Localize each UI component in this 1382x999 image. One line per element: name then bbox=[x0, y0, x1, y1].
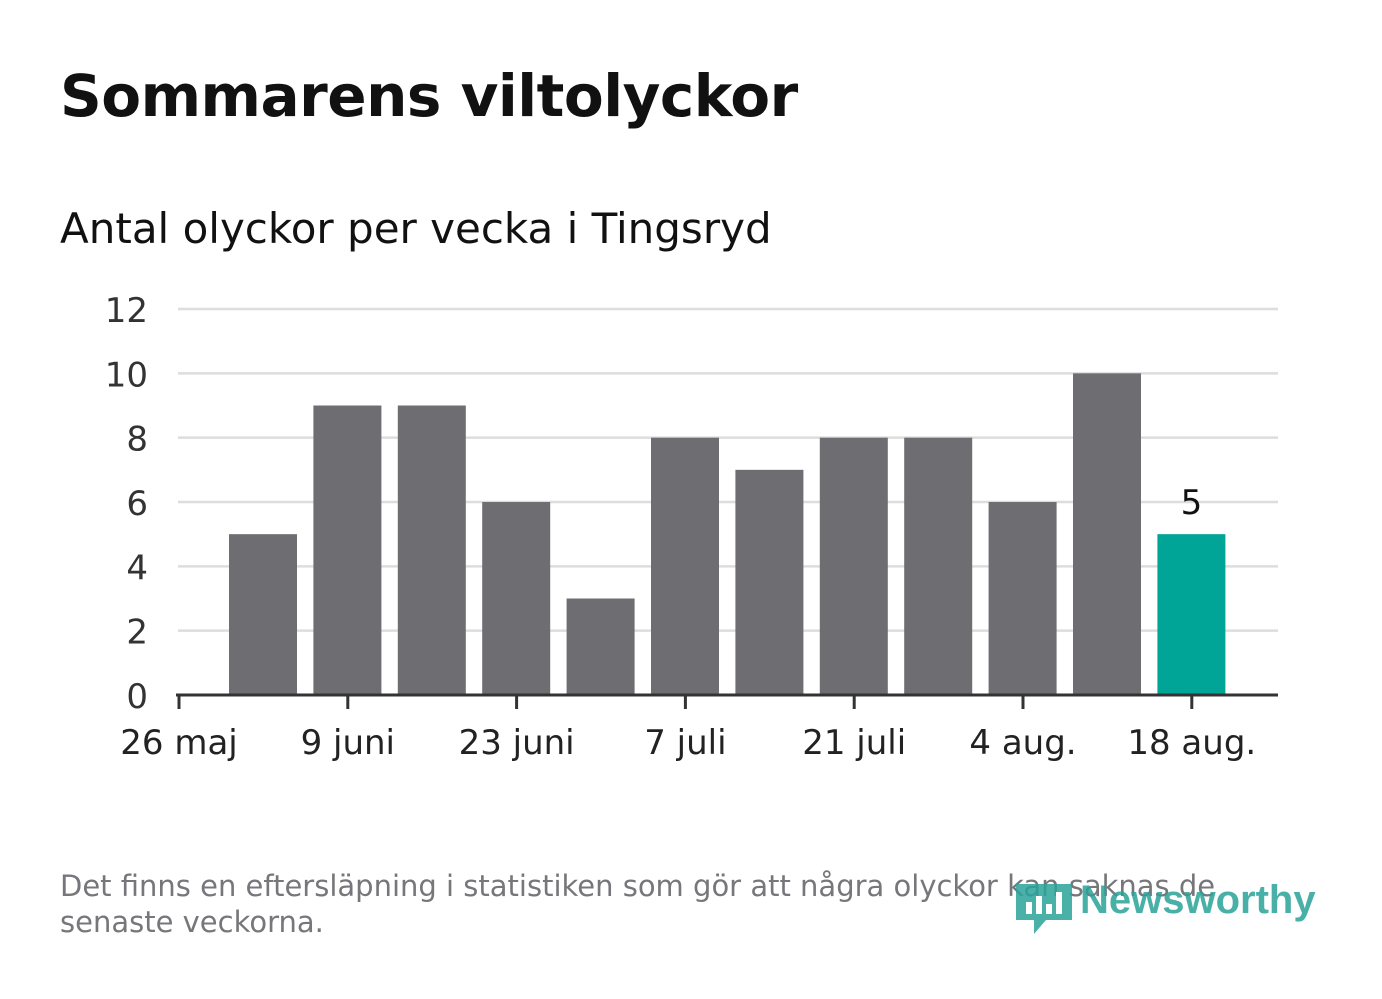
chart-title: Sommarens viltolyckor bbox=[60, 62, 798, 130]
bar bbox=[1073, 373, 1141, 695]
y-tick-label: 4 bbox=[126, 548, 148, 588]
x-tick-label: 4 aug. bbox=[969, 723, 1076, 763]
bar bbox=[904, 437, 973, 695]
bar bbox=[1157, 534, 1226, 695]
bar bbox=[482, 502, 551, 695]
x-tick-label: 21 juli bbox=[802, 723, 906, 763]
bar bbox=[651, 437, 719, 695]
y-tick-label: 10 bbox=[105, 355, 148, 395]
data-labels: 5 bbox=[1181, 483, 1203, 523]
x-tick-label: 23 juni bbox=[459, 723, 575, 763]
bar-chart: 0 2 4 6 8 10 12 5 26 maj 9 juni 23 juni 7 juli 21 … bbox=[105, 291, 1278, 763]
newsworthy-logo-icon[interactable] bbox=[1012, 876, 1076, 940]
bar bbox=[313, 405, 382, 695]
bars bbox=[229, 373, 1226, 695]
y-tick-label: 6 bbox=[126, 484, 148, 524]
y-tick-label: 2 bbox=[126, 613, 148, 653]
bar bbox=[819, 437, 888, 695]
bar bbox=[566, 598, 635, 695]
bar bbox=[988, 502, 1057, 695]
bar bbox=[229, 534, 297, 695]
x-tick-label: 9 juni bbox=[301, 723, 395, 763]
bar bbox=[735, 469, 804, 695]
chart-subtitle: Antal olyckor per vecka i Tingsryd bbox=[60, 204, 772, 253]
y-tick-label: 0 bbox=[126, 677, 148, 717]
y-axis-ticks: 0 2 4 6 8 10 12 bbox=[105, 291, 148, 717]
y-tick-label: 12 bbox=[105, 291, 148, 331]
x-tick-label: 7 juli bbox=[644, 723, 726, 763]
x-tick-label: 18 aug. bbox=[1127, 723, 1256, 763]
bar bbox=[397, 405, 466, 695]
y-tick-label: 8 bbox=[126, 420, 148, 460]
data-label: 5 bbox=[1181, 483, 1203, 523]
x-axis-ticks: 26 maj 9 juni 23 juni 7 juli 21 juli 4 aug. 18… bbox=[120, 695, 1256, 763]
x-tick-label: 26 maj bbox=[120, 723, 237, 763]
newsworthy-logo-text[interactable]: Newsworthy bbox=[1080, 878, 1316, 922]
